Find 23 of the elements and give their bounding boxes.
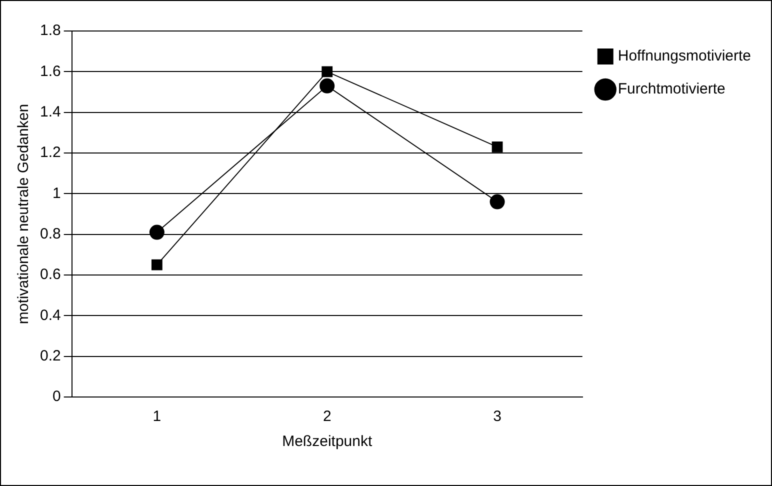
y-tick-label: 0.4 — [40, 306, 61, 324]
x-axis-title: Meßzeitpunkt — [282, 433, 373, 450]
legend-label: Hoffnungsmotivierte — [618, 48, 751, 65]
point — [151, 259, 162, 270]
y-tick-label: 0.8 — [40, 225, 61, 242]
point — [149, 224, 164, 240]
legend-label: Furchtmotivierte — [618, 80, 726, 98]
point — [322, 66, 333, 78]
y-tick-label: 1 — [52, 184, 61, 202]
x-tick-label: 3 — [493, 408, 502, 426]
y-tick-label: 1.6 — [40, 62, 61, 80]
y-tick-label: 1.8 — [40, 22, 61, 40]
point — [320, 78, 335, 94]
y-axis-title: motivationale neutrale Gedanken — [15, 104, 32, 324]
y-tick-label: 0 — [52, 388, 61, 406]
x-tick-label: 1 — [152, 408, 162, 426]
point — [490, 194, 505, 210]
y-tick-label: 1.2 — [40, 144, 61, 162]
y-tick-label: 0.2 — [40, 347, 61, 364]
y-tick-label: 0.6 — [40, 266, 61, 284]
y-tick-label: 1.4 — [40, 103, 61, 120]
point — [492, 141, 503, 152]
x-tick-label: 2 — [322, 408, 332, 426]
